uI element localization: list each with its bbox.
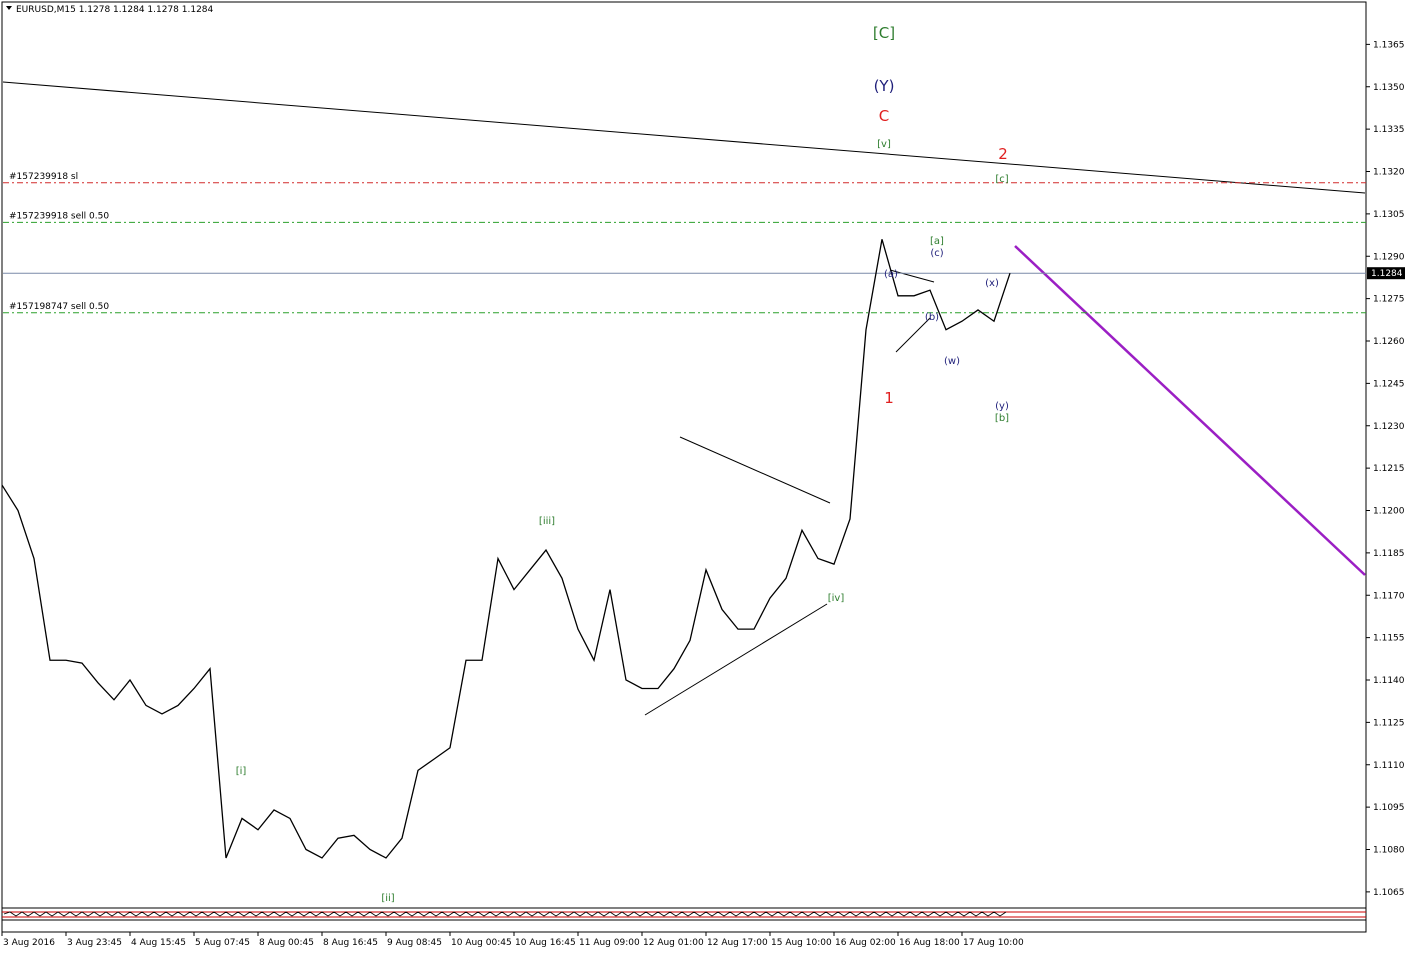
y-tick-label: 1.1230 xyxy=(1373,422,1405,432)
x-tick-label: 10 Aug 00:45 xyxy=(451,938,512,948)
y-tick-label: 1.1245 xyxy=(1373,379,1405,389)
chart-title: EURUSD,M15 1.1278 1.1284 1.1278 1.1284 xyxy=(16,5,214,15)
x-tick-label: 4 Aug 15:45 xyxy=(131,938,186,948)
y-tick-label: 1.1305 xyxy=(1373,210,1405,220)
y-tick-label: 1.1065 xyxy=(1373,888,1405,898)
wave-label: [a] xyxy=(930,236,944,247)
trendline xyxy=(895,317,931,353)
y-tick-label: 1.1215 xyxy=(1373,464,1405,474)
x-tick-label: 15 Aug 10:00 xyxy=(771,938,832,948)
wave-label: [b] xyxy=(995,413,1009,424)
trendline xyxy=(2,81,1366,194)
y-tick-label: 1.1185 xyxy=(1373,549,1405,559)
trendline xyxy=(679,436,831,504)
y-tick-label: 1.1110 xyxy=(1373,761,1405,771)
y-tick-label: 1.1365 xyxy=(1373,40,1405,50)
wave-label: [i] xyxy=(236,766,247,777)
x-tick-label: 3 Aug 23:45 xyxy=(67,938,122,948)
order-label: #157198747 sell 0.50 xyxy=(9,302,109,312)
price-line xyxy=(1,239,1011,859)
wave-label: (y) xyxy=(995,401,1009,412)
y-tick-label: 1.1320 xyxy=(1373,168,1405,178)
wave-label: [c] xyxy=(995,174,1008,185)
y-tick-label: 1.1200 xyxy=(1373,507,1405,517)
y-tick-label: 1.1170 xyxy=(1373,591,1405,601)
wave-label: [C] xyxy=(873,24,895,42)
wave-label: (Y) xyxy=(874,77,895,95)
y-tick-label: 1.1140 xyxy=(1373,676,1405,686)
y-tick-label: 1.1260 xyxy=(1373,337,1405,347)
price-tag xyxy=(1367,267,1405,280)
wave-label: C xyxy=(879,107,889,125)
wave-label: (b) xyxy=(925,312,939,323)
y-tick-label: 1.1275 xyxy=(1373,295,1405,305)
x-tick-label: 16 Aug 18:00 xyxy=(899,938,960,948)
x-tick-label: 9 Aug 08:45 xyxy=(387,938,442,948)
y-tick-label: 1.1335 xyxy=(1373,125,1405,135)
projection-line xyxy=(1014,245,1366,576)
x-tick-label: 12 Aug 17:00 xyxy=(707,938,768,948)
wave-label: [iv] xyxy=(828,593,845,604)
wave-label: [v] xyxy=(877,139,891,150)
x-tick-label: 16 Aug 02:00 xyxy=(835,938,896,948)
wave-label: (x) xyxy=(985,278,999,289)
order-label: #157239918 sl xyxy=(9,172,78,182)
wave-label: (a) xyxy=(884,269,898,280)
x-tick-label: 8 Aug 16:45 xyxy=(323,938,378,948)
y-tick-label: 1.1350 xyxy=(1373,83,1405,93)
y-tick-label: 1.1155 xyxy=(1373,634,1405,644)
trendline xyxy=(644,603,828,716)
x-tick-label: 11 Aug 09:00 xyxy=(579,938,640,948)
y-tick-label: 1.1095 xyxy=(1373,803,1405,813)
wave-label: 2 xyxy=(998,145,1008,163)
wave-label: [ii] xyxy=(381,893,394,904)
plot-frame xyxy=(1,1,1367,933)
oscillator xyxy=(3,911,1007,917)
indicator-panel xyxy=(1,907,1367,921)
wave-label: (w) xyxy=(944,356,960,367)
wave-label: 1 xyxy=(884,389,894,407)
price-tag-label: 1.1284 xyxy=(1371,269,1403,279)
order-label: #157239918 sell 0.50 xyxy=(9,211,109,221)
x-tick-label: 3 Aug 2016 xyxy=(3,938,55,948)
y-tick-label: 1.1080 xyxy=(1373,846,1405,856)
x-tick-label: 5 Aug 07:45 xyxy=(195,938,250,948)
x-tick-label: 10 Aug 16:45 xyxy=(515,938,576,948)
wave-label: (c) xyxy=(930,248,943,259)
menu-arrow[interactable] xyxy=(6,6,12,10)
x-tick-label: 8 Aug 00:45 xyxy=(259,938,314,948)
wave-label: [iii] xyxy=(539,516,555,527)
y-tick-label: 1.1125 xyxy=(1373,718,1405,728)
trendline xyxy=(889,269,935,283)
x-tick-label: 12 Aug 01:00 xyxy=(643,938,704,948)
x-tick-label: 17 Aug 10:00 xyxy=(963,938,1024,948)
y-tick-label: 1.1290 xyxy=(1373,252,1405,262)
